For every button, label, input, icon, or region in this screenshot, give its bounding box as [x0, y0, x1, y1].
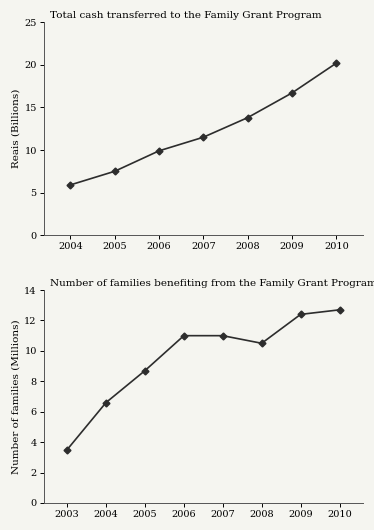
Y-axis label: Reais (Billions): Reais (Billions)	[11, 89, 20, 169]
Text: Number of families benefiting from the Family Grant Program: Number of families benefiting from the F…	[50, 279, 374, 288]
Y-axis label: Number of families (Millions): Number of families (Millions)	[11, 319, 20, 474]
Text: Total cash transferred to the Family Grant Program: Total cash transferred to the Family Gra…	[50, 11, 322, 20]
